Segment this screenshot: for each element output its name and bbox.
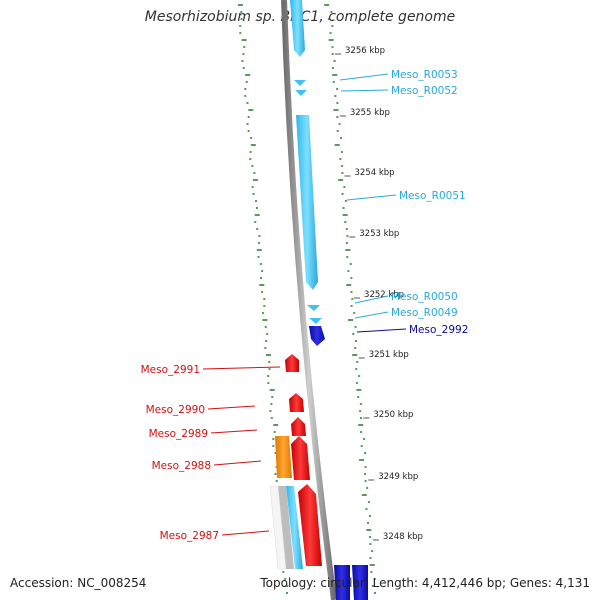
accession-text: Accession: NC_008254 <box>10 576 147 590</box>
grey-strip <box>278 486 294 569</box>
leader-line <box>210 429 258 434</box>
trna-arrow-r0049 <box>309 318 322 324</box>
gene-label: Meso_R0052 <box>391 85 458 97</box>
cds-meso-2991 <box>285 354 299 372</box>
scale-label: 3251 kbp <box>369 350 409 360</box>
cds-meso-2990 <box>289 393 304 412</box>
gene-label: Meso_R0053 <box>391 69 458 81</box>
gene-label: Meso_2992 <box>409 324 468 336</box>
cds-meso-2988 <box>291 436 310 480</box>
gene-label: Meso_R0050 <box>391 291 458 303</box>
leader-line <box>354 295 389 304</box>
scale-label: 3255 kbp <box>350 108 390 118</box>
leader-line <box>207 405 256 410</box>
trna-light-strip <box>286 486 303 569</box>
gene-label: Meso_R0051 <box>399 190 466 202</box>
rrna-block-r0051 <box>296 115 318 290</box>
cds-meso-2987 <box>298 484 322 566</box>
scale-label: 3249 kbp <box>378 472 418 482</box>
scale-label: 3254 kbp <box>355 168 395 178</box>
scale-label: 3253 kbp <box>359 229 399 239</box>
topology-summary: Topology: circular; Length: 4,412,446 bp… <box>260 576 590 590</box>
leader-line <box>213 460 262 466</box>
cds-meso-2992 <box>309 326 325 346</box>
scale-label: 3250 kbp <box>373 410 413 420</box>
gene-label: Meso_2988 <box>152 460 211 472</box>
gc-track-right <box>324 4 377 594</box>
leader-line <box>221 530 270 536</box>
gene-label: Meso_2989 <box>149 428 208 440</box>
rrna-block-top <box>290 0 305 57</box>
trna-arrow-r0052 <box>295 90 307 96</box>
gene-label: Meso_R0049 <box>391 307 458 319</box>
backbone-ring <box>281 0 337 600</box>
gene-orange-block <box>275 436 292 478</box>
gene-labels: Meso_R0053 Meso_R0052 Meso_R0051 Meso_R0050… <box>141 69 469 542</box>
leader-line <box>346 194 397 201</box>
trna-arrow-r0053 <box>294 80 306 86</box>
leader-line <box>354 311 389 319</box>
leader-line <box>340 89 389 92</box>
gene-label: Meso_2990 <box>146 404 205 416</box>
white-strip <box>269 485 287 570</box>
scale-ruler: 3256 kbp 3255 kbp 3254 kbp 3253 kbp 3252 kbp… <box>335 46 423 542</box>
cds-bottom-block-2 <box>352 565 368 600</box>
cds-bottom-block-1 <box>334 565 350 600</box>
cds-meso-2989 <box>291 417 306 436</box>
leader-line <box>339 73 389 81</box>
leader-line <box>356 328 407 333</box>
leader-line <box>202 366 281 370</box>
trna-arrow-r0050 <box>307 305 320 311</box>
gene-label: Meso_2991 <box>141 364 200 376</box>
gene-label: Meso_2987 <box>160 530 219 542</box>
scale-label: 3256 kbp <box>345 46 385 56</box>
scale-label: 3252 kbp <box>364 290 404 300</box>
scale-label: 3248 kbp <box>383 532 423 542</box>
